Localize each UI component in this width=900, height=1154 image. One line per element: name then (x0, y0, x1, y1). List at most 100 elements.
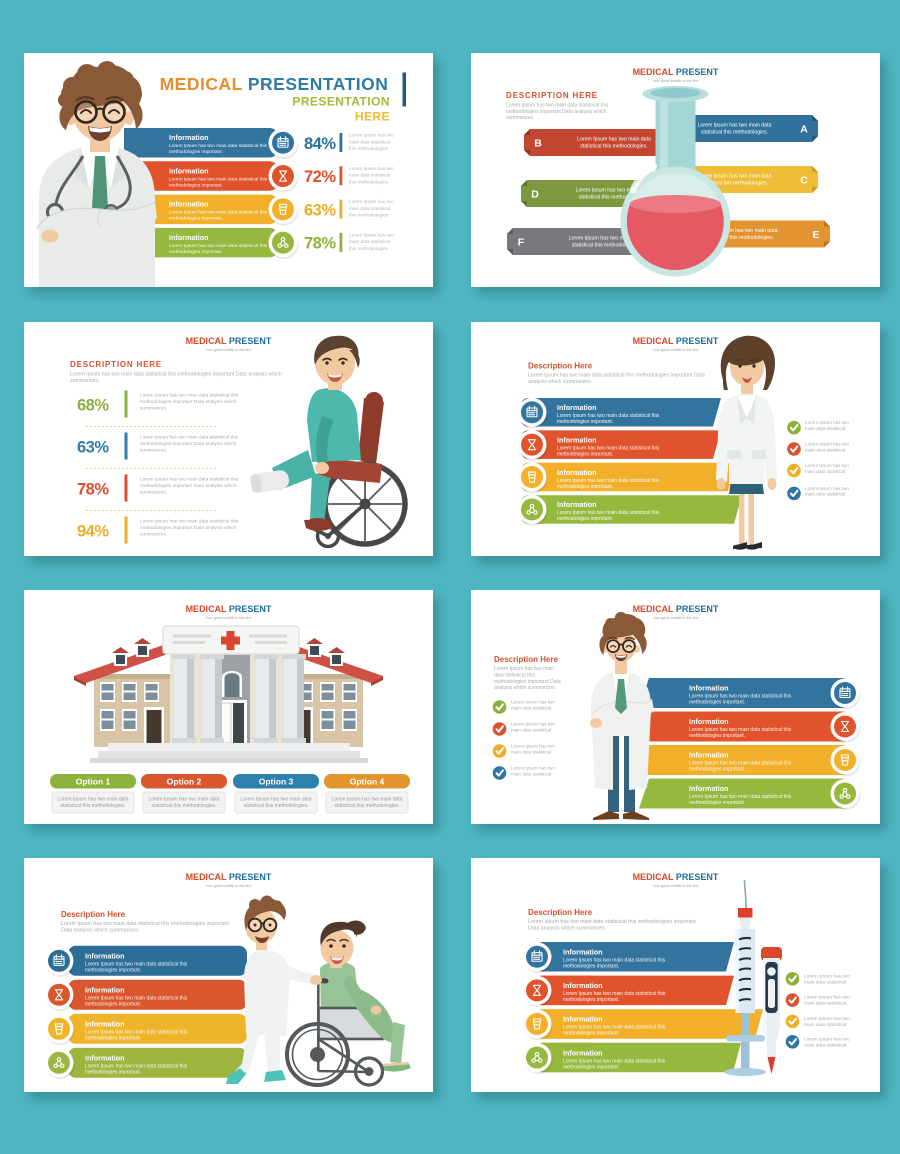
svg-text:methodologies important.: methodologies important. (563, 997, 619, 1003)
svg-text:B: B (534, 138, 542, 150)
svg-text:methodologies important.: methodologies important. (689, 733, 745, 739)
svg-text:main data statistical: main data statistical (511, 749, 551, 754)
svg-text:Your great subtitle in this li: Your great subtitle in this line (653, 79, 699, 83)
svg-text:Lorem Ipsum has two main data: Lorem Ipsum has two main data statistica… (85, 1029, 188, 1035)
svg-text:Lorem Ipsum has two main data: Lorem Ipsum has two main data statistica… (85, 995, 188, 1001)
svg-text:methodologies important Data a: methodologies important Data analysis wh… (140, 441, 237, 447)
svg-text:Lorem Ipsum has two main data: Lorem Ipsum has two main data statistica… (140, 435, 239, 441)
svg-text:94%: 94% (77, 523, 109, 541)
svg-text:statistical this methodologies: statistical this methodologies. (572, 243, 639, 249)
svg-text:72%: 72% (304, 168, 336, 186)
svg-text:MEDICAL PRESENT: MEDICAL PRESENT (633, 336, 719, 346)
svg-text:Lorem Ipsum has two main data: Lorem Ipsum has two main data statistica… (689, 727, 792, 733)
svg-text:methodologies important.: methodologies important. (169, 249, 223, 255)
svg-text:main data statistical: main data statistical (804, 979, 846, 985)
svg-text:Lorem Ipsum has two: Lorem Ipsum has two (805, 442, 849, 447)
svg-text:Lorem Ipsum has two main data: Lorem Ipsum has two main data statistica… (557, 478, 660, 484)
svg-text:Information: Information (563, 948, 603, 957)
svg-text:Description Here: Description Here (528, 908, 593, 917)
svg-text:Information: Information (557, 435, 597, 444)
svg-text:MEDICAL PRESENTATION: MEDICAL PRESENTATION (160, 74, 389, 94)
svg-text:Lorem Ipsum has two main data: Lorem Ipsum has two main data statistica… (689, 761, 792, 767)
svg-text:Information: Information (689, 684, 729, 693)
svg-text:main data statistical: main data statistical (805, 492, 845, 497)
svg-text:Lorem Ipsum has two: Lorem Ipsum has two (804, 973, 850, 979)
svg-text:Lorem Ipsum has two: Lorem Ipsum has two (805, 420, 849, 425)
svg-text:Your great subtitle in this li: Your great subtitle in this line (653, 616, 699, 620)
svg-text:methodologies important.: methodologies important. (85, 967, 141, 973)
svg-text:main data statistical: main data statistical (511, 771, 551, 776)
svg-text:Information: Information (689, 784, 729, 793)
svg-text:Lorem Ipsum has two: Lorem Ipsum has two (349, 133, 394, 138)
svg-text:methodologies important.: methodologies important. (85, 1035, 141, 1041)
svg-text:methodologies important.: methodologies important. (557, 451, 613, 457)
svg-text:68%: 68% (77, 397, 109, 415)
svg-text:Lorem Ipsum has two: Lorem Ipsum has two (805, 463, 849, 468)
svg-text:Lorem Ipsum has two main data: Lorem Ipsum has two main data statistica… (140, 477, 239, 483)
svg-text:Lorem Ipsum has two main: Lorem Ipsum has two main (494, 666, 554, 672)
svg-text:Information: Information (557, 500, 597, 509)
svg-text:Lorem Ipsum has two main data: Lorem Ipsum has two main data (704, 228, 778, 234)
svg-text:main data statistical: main data statistical (804, 1042, 846, 1048)
svg-text:Option 4: Option 4 (350, 777, 385, 787)
svg-text:HERE: HERE (355, 110, 390, 124)
svg-text:analysis which summarizes.: analysis which summarizes. (494, 685, 556, 691)
svg-text:Information: Information (557, 468, 597, 477)
svg-text:Lorem Ipsum has two main data: Lorem Ipsum has two main data statistica… (689, 794, 792, 800)
svg-text:Lorem Ipsum has two main data: Lorem Ipsum has two main data (240, 797, 311, 803)
svg-text:methodologies important.: methodologies important. (689, 767, 745, 773)
svg-text:78%: 78% (77, 481, 109, 499)
svg-text:Your great subtitle in this li: Your great subtitle in this line (653, 884, 699, 888)
svg-text:methodologies important.: methodologies important. (169, 149, 223, 155)
svg-text:Information: Information (85, 985, 125, 994)
svg-text:methodologies important.: methodologies important. (563, 1064, 619, 1070)
svg-text:Lorem Ipsum has two main data: Lorem Ipsum has two main data (569, 236, 643, 242)
svg-text:Lorem Ipsum has two: Lorem Ipsum has two (804, 1016, 850, 1022)
svg-text:Lorem Ipsum has two main data: Lorem Ipsum has two main data statistica… (85, 1063, 188, 1069)
svg-text:Lorem Ipsum has two main data: Lorem Ipsum has two main data statistica… (563, 958, 666, 964)
svg-text:Information: Information (85, 1053, 125, 1062)
svg-text:Your great subtitle in this li: Your great subtitle in this line (206, 348, 252, 352)
svg-text:statistical this methodologies: statistical this methodologies. (707, 235, 774, 241)
svg-text:Lorem Ipsum has two: Lorem Ipsum has two (511, 700, 555, 705)
svg-text:main data statistical: main data statistical (805, 426, 845, 431)
svg-text:Information: Information (85, 1019, 125, 1028)
svg-text:Description Here: Description Here (528, 362, 593, 371)
svg-text:Description Here: Description Here (494, 655, 559, 664)
svg-text:Lorem Ipsum has two main data: Lorem Ipsum has two main data statistica… (563, 1025, 666, 1031)
svg-text:summarizes.: summarizes. (140, 406, 167, 412)
svg-text:methodologies important.: methodologies important. (557, 484, 613, 490)
svg-text:Lorem Ipsum has two: Lorem Ipsum has two (349, 232, 394, 237)
svg-text:Lorem Ipsum has two main data: Lorem Ipsum has two main data statistica… (140, 393, 239, 399)
svg-text:statistical this methodologies: statistical this methodologies. (60, 803, 125, 809)
svg-text:summarizes.: summarizes. (140, 448, 167, 454)
svg-text:Option 3: Option 3 (259, 777, 294, 787)
svg-text:Lorem Ipsum has two: Lorem Ipsum has two (804, 995, 850, 1001)
svg-text:84%: 84% (304, 135, 336, 153)
svg-text:63%: 63% (77, 439, 109, 457)
svg-text:this methodologies: this methodologies (349, 146, 389, 151)
svg-text:Lorem Ipsum has two main data: Lorem Ipsum has two main data statistica… (85, 961, 188, 967)
svg-text:D: D (531, 189, 539, 201)
svg-text:methodologies important.: methodologies important. (563, 1031, 619, 1037)
svg-text:Lorem Ipsum has two main data: Lorem Ipsum has two main data statistica… (557, 445, 660, 451)
svg-text:63%: 63% (304, 201, 336, 219)
svg-text:C: C (800, 175, 808, 187)
svg-text:Lorem Ipsum has two main data: Lorem Ipsum has two main data (576, 188, 650, 194)
svg-text:methodologies important.: methodologies important. (169, 216, 223, 222)
svg-text:methodologies important.: methodologies important. (169, 182, 223, 188)
svg-text:Lorem Ipsum has two: Lorem Ipsum has two (511, 744, 555, 749)
svg-text:MEDICAL PRESENT: MEDICAL PRESENT (186, 604, 272, 614)
svg-text:Lorem Ipsum has two: Lorem Ipsum has two (804, 1036, 850, 1042)
svg-text:statistical this methodologies: statistical this methodologies. (580, 144, 647, 150)
svg-text:main data statistical: main data statistical (805, 469, 845, 474)
svg-text:Option 2: Option 2 (167, 777, 202, 787)
svg-text:Lorem Ipsum has two main data: Lorem Ipsum has two main data statistica… (557, 510, 660, 516)
svg-text:Lorem Ipsum has two main data: Lorem Ipsum has two main data statistica… (70, 372, 282, 378)
svg-text:Lorem Ipsum has two main data: Lorem Ipsum has two main data statistica… (528, 373, 705, 379)
svg-text:Information: Information (169, 233, 209, 242)
svg-text:Lorem Ipsum has two main data: Lorem Ipsum has two main data (577, 137, 651, 143)
svg-text:Data analysis which summarizes: Data analysis which summarizes. (528, 926, 606, 932)
svg-text:Lorem Ipsum has two main data: Lorem Ipsum has two main data (148, 797, 219, 803)
svg-text:analysis which summarizes.: analysis which summarizes. (528, 379, 592, 385)
